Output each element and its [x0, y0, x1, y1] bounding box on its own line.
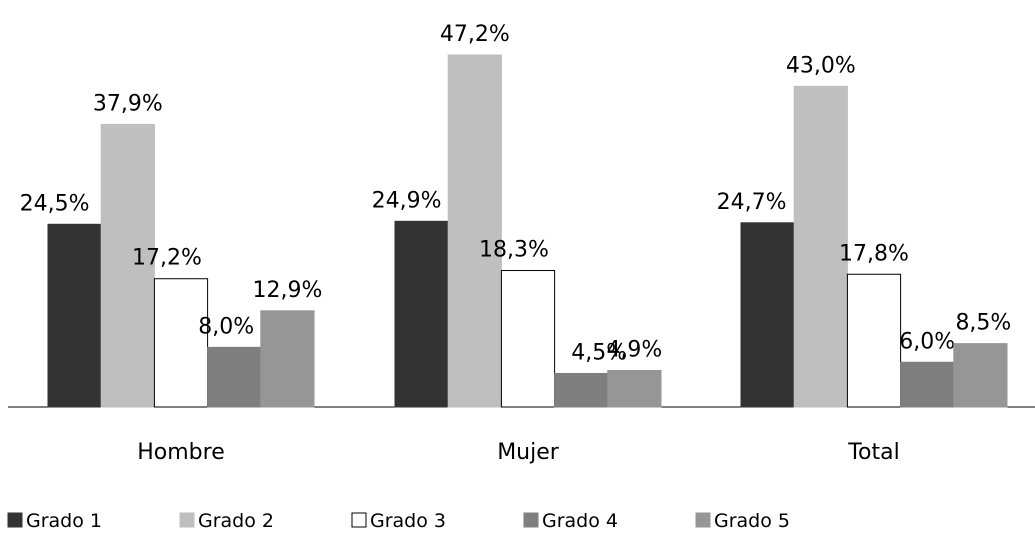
legend-label: Grado 1	[26, 510, 102, 532]
legend-item-grado-4: Grado 4	[523, 510, 618, 532]
data-label: 24,5%	[20, 191, 90, 216]
legend-item-grado-1: Grado 1	[7, 510, 102, 532]
bar-mujer-grado-5	[607, 369, 662, 408]
bar-mujer-grado-2	[447, 54, 502, 408]
category-label-total: Total	[847, 440, 899, 465]
bar-mujer-grado-1	[394, 220, 449, 408]
data-label: 17,8%	[839, 241, 909, 266]
bar-total-grado-1	[740, 222, 795, 408]
bar-hombre-grado-1	[47, 223, 102, 408]
data-label: 18,3%	[479, 238, 549, 263]
bar-hombre-grado-5	[260, 310, 315, 408]
legend-item-grado-2: Grado 2	[179, 510, 274, 532]
bar-hombre-grado-4	[207, 346, 262, 408]
bar-hombre-grado-2	[100, 123, 155, 408]
legend-item-grado-3: Grado 3	[351, 510, 446, 532]
bar-total-grado-3	[846, 273, 902, 408]
bar-mujer-grado-3	[500, 270, 556, 408]
data-label: 8,0%	[198, 314, 254, 339]
data-label: 12,9%	[252, 278, 322, 303]
legend-swatch	[7, 512, 23, 528]
bar-hombre-grado-3	[153, 278, 209, 408]
legend-label: Grado 2	[198, 510, 274, 532]
data-label: 43,0%	[786, 53, 856, 78]
category-label-hombre: Hombre	[137, 440, 225, 465]
data-label: 4,5%	[571, 340, 627, 365]
bar-total-grado-4	[900, 361, 955, 408]
legend-swatch	[695, 512, 711, 528]
bar-mujer-grado-4	[554, 372, 609, 408]
data-label: 24,7%	[717, 190, 787, 215]
data-label: 47,2%	[440, 22, 510, 47]
data-label: 24,9%	[372, 188, 442, 213]
legend-swatch	[523, 512, 539, 528]
bar-total-grado-2	[793, 85, 848, 408]
legend-label: Grado 4	[542, 510, 618, 532]
legend-label: Grado 3	[370, 510, 446, 532]
data-label: 4,9%	[606, 337, 662, 362]
data-label: 8,5%	[955, 311, 1011, 336]
legend-swatch	[351, 512, 367, 528]
data-label: 37,9%	[93, 91, 163, 116]
legend-item-grado-5: Grado 5	[695, 510, 790, 532]
data-label: 6,0%	[899, 329, 955, 354]
data-label: 17,2%	[132, 246, 202, 271]
bar-total-grado-5	[953, 343, 1008, 408]
legend-swatch	[179, 512, 195, 528]
category-label-mujer: Mujer	[497, 440, 560, 465]
legend-label: Grado 5	[714, 510, 790, 532]
